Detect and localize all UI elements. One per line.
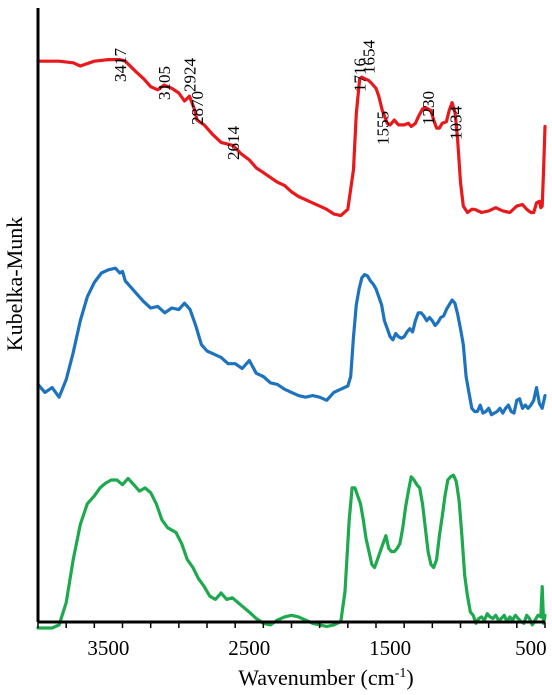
x-tick-label: 500 — [515, 636, 547, 660]
peak-label-3417: 3417 — [111, 48, 130, 83]
peak-label-2614: 2614 — [224, 126, 243, 161]
peak-label-1654: 1654 — [359, 40, 378, 75]
x-tick-label: 3500 — [87, 636, 129, 660]
spectra-series — [36, 58, 547, 630]
x-axis-tick-labels: 3500 2500 1500 500 — [87, 636, 546, 660]
x-axis-ticks — [37, 622, 546, 628]
peak-label-1034: 1034 — [447, 106, 466, 141]
x-axis-title-sup: -1 — [395, 666, 407, 681]
peak-label-3105: 3105 — [155, 66, 174, 100]
peak-label-2870: 2870 — [188, 91, 207, 125]
x-tick-label: 1500 — [369, 636, 411, 660]
x-axis-title-main: Wavenumber (cm — [238, 665, 394, 690]
spectrum-line-3 — [36, 473, 547, 630]
peak-label-1555: 1555 — [373, 111, 392, 145]
spectrum-line-1 — [36, 58, 547, 218]
x-axis-title: Wavenumber (cm-1) — [238, 665, 413, 690]
spectrum-line-2 — [36, 266, 547, 417]
peak-label-2924: 2924 — [181, 58, 200, 93]
y-axis-title: Kubelka-Munk — [2, 217, 27, 351]
x-axis-title-end: ) — [406, 665, 413, 690]
peak-label-1716: 1716 — [351, 58, 370, 92]
peak-label-1230: 1230 — [419, 91, 438, 125]
x-tick-label: 2500 — [228, 636, 270, 660]
